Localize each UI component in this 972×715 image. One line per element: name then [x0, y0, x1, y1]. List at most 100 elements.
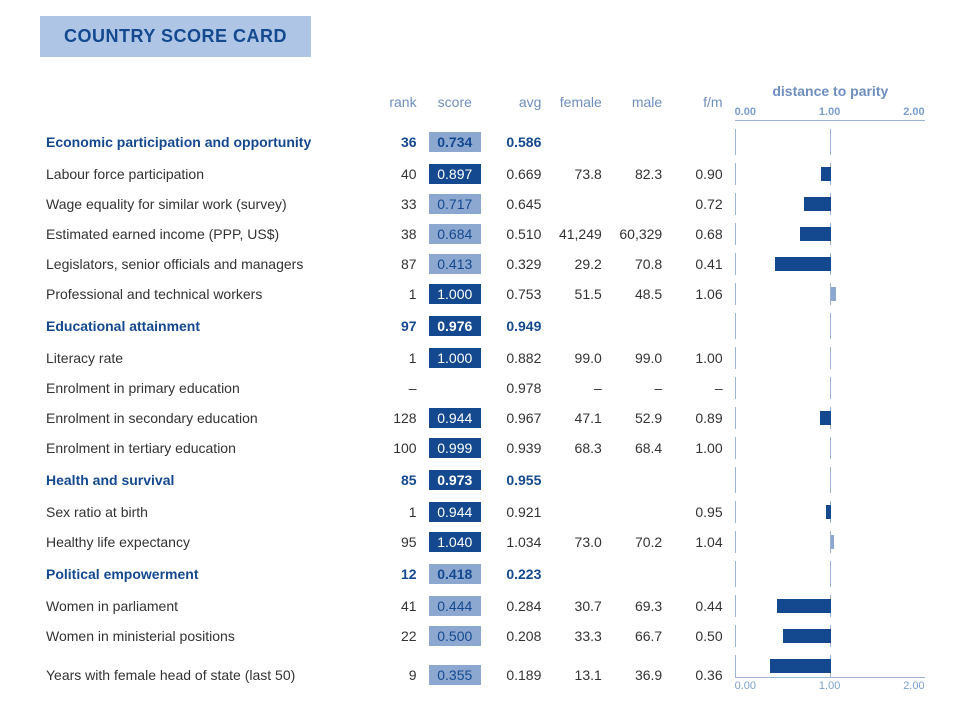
chart-cell	[729, 343, 932, 373]
cell-avg: 1.034	[487, 527, 547, 557]
cell-score: 0.413	[423, 249, 487, 279]
cell-avg: 0.921	[487, 497, 547, 527]
row-label: Years with female head of state (last 50…	[40, 651, 362, 699]
cell-rank: 85	[362, 463, 422, 497]
cell-rank: 100	[362, 433, 422, 463]
section-row: Health and survival850.9730.955	[40, 463, 932, 497]
cell-male: 99.0	[608, 343, 668, 373]
score-box: 0.500	[429, 626, 481, 646]
cell-fm: 1.00	[668, 433, 728, 463]
cell-male: 36.9	[608, 651, 668, 699]
axis-tick: 2.00	[903, 680, 924, 692]
col-head-score: score	[423, 79, 487, 125]
cell-male: 52.9	[608, 403, 668, 433]
cell-score: 1.040	[423, 527, 487, 557]
chart-cell	[729, 591, 932, 621]
cell-female	[547, 557, 607, 591]
data-row: Years with female head of state (last 50…	[40, 651, 932, 699]
cell-rank: 128	[362, 403, 422, 433]
cell-rank: 41	[362, 591, 422, 621]
cell-male: 66.7	[608, 621, 668, 651]
cell-fm	[668, 125, 728, 159]
cell-avg: 0.978	[487, 373, 547, 403]
row-label: Economic participation and opportunity	[40, 125, 362, 159]
axis-tick: 0.00	[735, 106, 756, 118]
cell-female	[547, 309, 607, 343]
cell-avg: 0.949	[487, 309, 547, 343]
cell-avg: 0.939	[487, 433, 547, 463]
data-row: Legislators, senior officials and manage…	[40, 249, 932, 279]
section-row: Political empowerment120.4180.223	[40, 557, 932, 591]
cell-fm: 1.06	[668, 279, 728, 309]
chart-cell	[729, 189, 932, 219]
chart-cell	[729, 463, 932, 497]
score-box: 1.040	[429, 532, 481, 552]
row-label: Political empowerment	[40, 557, 362, 591]
cell-fm: 0.68	[668, 219, 728, 249]
cell-score: 0.717	[423, 189, 487, 219]
cell-male: –	[608, 373, 668, 403]
score-box: 1.000	[429, 284, 481, 304]
cell-female: 33.3	[547, 621, 607, 651]
cell-score: 0.418	[423, 557, 487, 591]
cell-female	[547, 497, 607, 527]
cell-fm: 1.00	[668, 343, 728, 373]
cell-male: 48.5	[608, 279, 668, 309]
cell-fm	[668, 463, 728, 497]
col-head-fm: f/m	[668, 79, 728, 125]
cell-female: 47.1	[547, 403, 607, 433]
cell-fm: 0.72	[668, 189, 728, 219]
cell-rank: 1	[362, 497, 422, 527]
cell-avg: 0.753	[487, 279, 547, 309]
cell-rank: 22	[362, 621, 422, 651]
parity-bar	[831, 287, 837, 301]
score-box: 0.734	[429, 132, 481, 152]
row-label: Professional and technical workers	[40, 279, 362, 309]
axis-tick: 0.00	[735, 680, 756, 692]
cell-avg: 0.955	[487, 463, 547, 497]
cell-avg: 0.223	[487, 557, 547, 591]
data-row: Literacy rate11.0000.88299.099.01.00	[40, 343, 932, 373]
chart-header: distance to parity0.001.002.00	[729, 79, 932, 125]
chart-cell	[729, 433, 932, 463]
data-row: Professional and technical workers11.000…	[40, 279, 932, 309]
cell-score: 0.444	[423, 591, 487, 621]
parity-bar	[800, 227, 830, 241]
cell-rank: 1	[362, 343, 422, 373]
cell-rank: 97	[362, 309, 422, 343]
data-row: Wage equality for similar work (survey)3…	[40, 189, 932, 219]
cell-male: 69.3	[608, 591, 668, 621]
cell-male	[608, 463, 668, 497]
chart-cell	[729, 219, 932, 249]
cell-score: 0.500	[423, 621, 487, 651]
cell-score	[423, 373, 487, 403]
cell-fm	[668, 309, 728, 343]
cell-score: 0.734	[423, 125, 487, 159]
cell-avg: 0.189	[487, 651, 547, 699]
data-row: Sex ratio at birth10.9440.9210.95	[40, 497, 932, 527]
chart-cell	[729, 373, 932, 403]
row-label: Legislators, senior officials and manage…	[40, 249, 362, 279]
row-label: Enrolment in primary education	[40, 373, 362, 403]
cell-avg: 0.967	[487, 403, 547, 433]
chart-cell	[729, 279, 932, 309]
row-label: Women in ministerial positions	[40, 621, 362, 651]
cell-fm: 0.44	[668, 591, 728, 621]
row-label: Educational attainment	[40, 309, 362, 343]
cell-female: 41,249	[547, 219, 607, 249]
cell-score: 0.999	[423, 433, 487, 463]
cell-rank: 38	[362, 219, 422, 249]
cell-score: 1.000	[423, 279, 487, 309]
section-row: Economic participation and opportunity36…	[40, 125, 932, 159]
parity-bar	[775, 257, 831, 271]
score-box: 0.418	[429, 564, 481, 584]
row-label: Sex ratio at birth	[40, 497, 362, 527]
cell-rank: 36	[362, 125, 422, 159]
cell-avg: 0.329	[487, 249, 547, 279]
col-head-rank: rank	[362, 79, 422, 125]
cell-female	[547, 463, 607, 497]
parity-bar	[826, 505, 831, 519]
cell-rank: 87	[362, 249, 422, 279]
score-box: 0.976	[429, 316, 481, 336]
cell-score: 0.684	[423, 219, 487, 249]
